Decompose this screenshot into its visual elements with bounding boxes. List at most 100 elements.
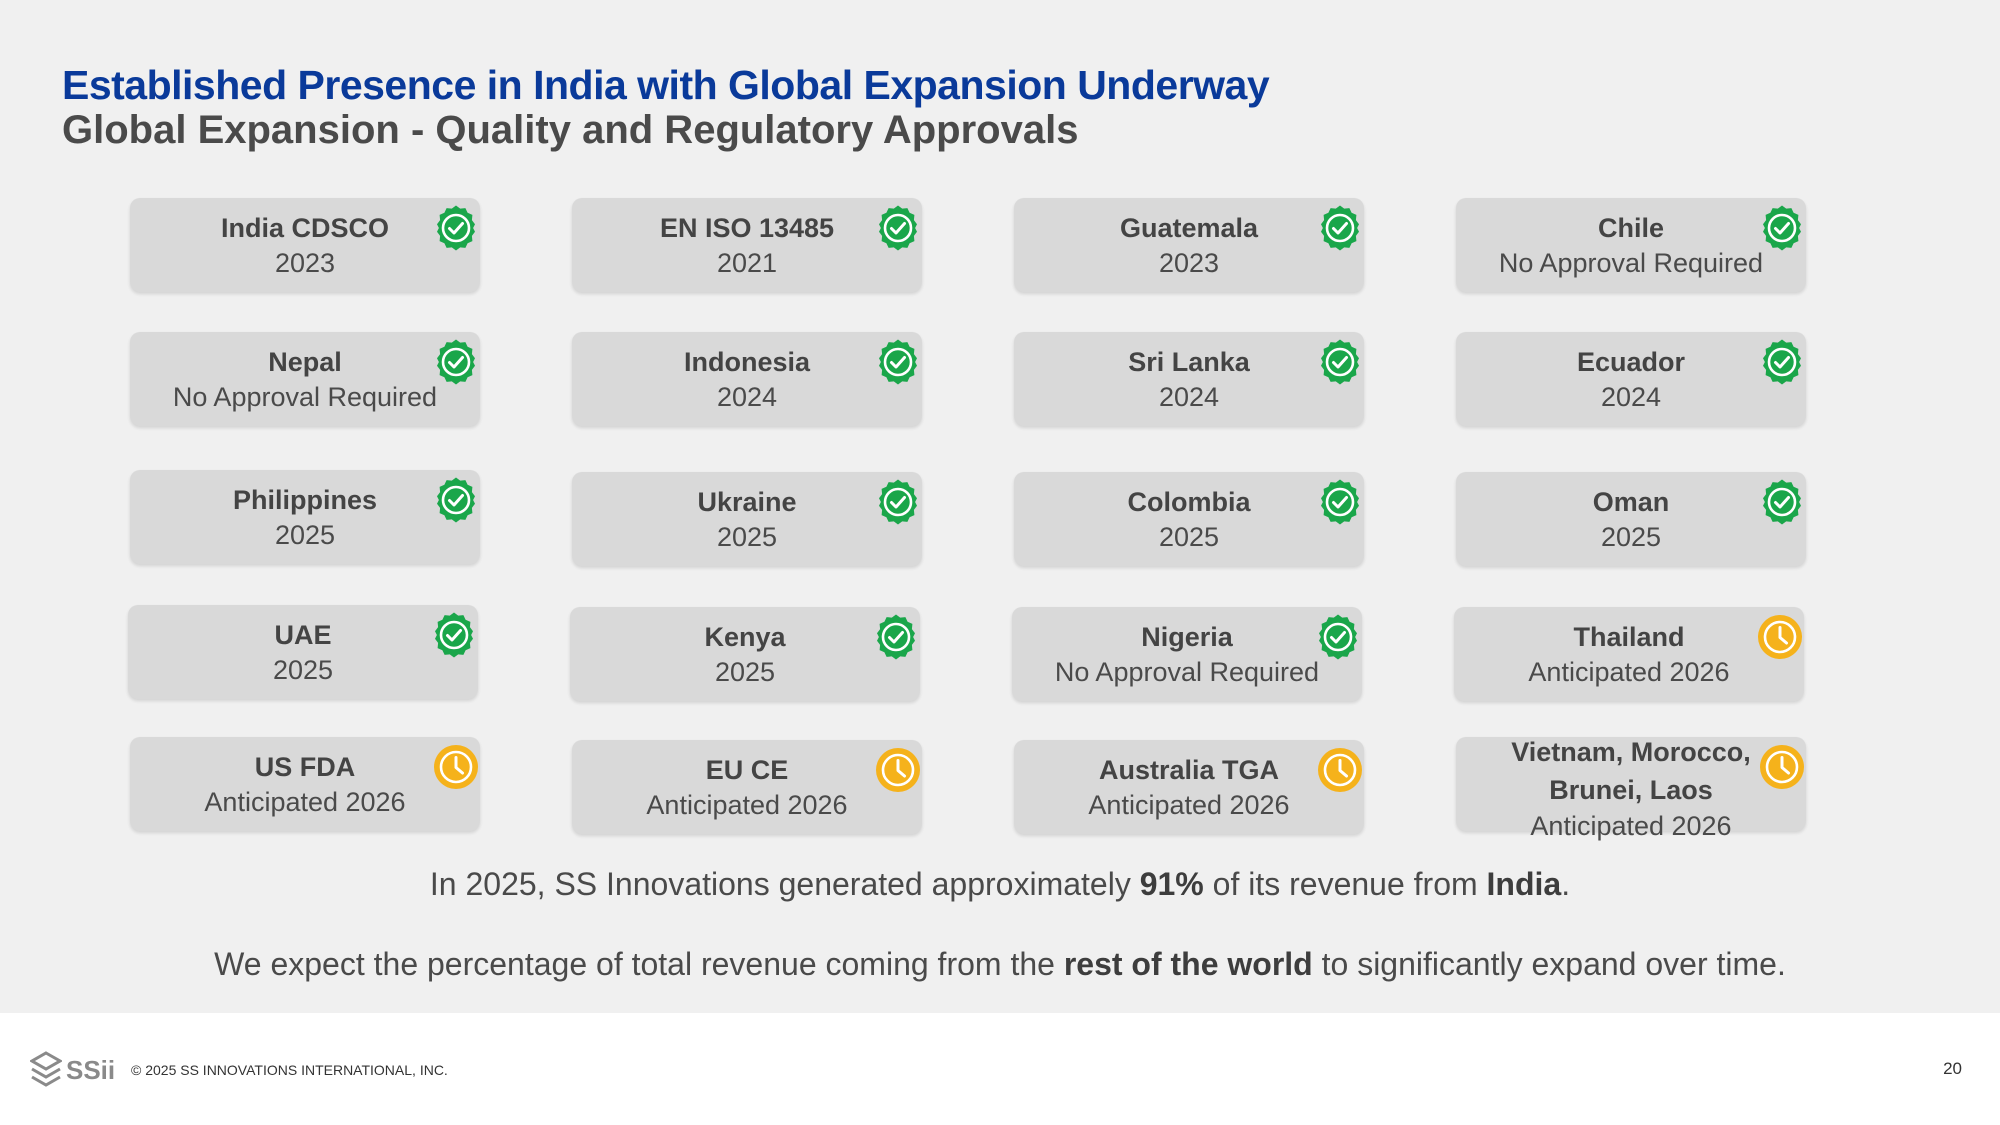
- approval-name: Vietnam, Morocco,: [1511, 737, 1751, 767]
- approval-card: Ecuador 2024: [1456, 332, 1806, 426]
- approval-card: Kenya 2025: [570, 607, 920, 701]
- approval-status: No Approval Required: [1054, 657, 1320, 687]
- approval-name: Nigeria: [1141, 622, 1233, 652]
- approval-name: US FDA: [254, 752, 356, 782]
- approval-card: Philippines 2025: [130, 470, 480, 564]
- approval-card: India CDSCO 2023: [130, 198, 480, 292]
- approval-name: Colombia: [1127, 487, 1251, 517]
- approval-name: Thailand: [1573, 622, 1685, 652]
- approval-name: Ukraine: [697, 487, 797, 517]
- approval-card: Sri Lanka 2024: [1014, 332, 1364, 426]
- outlook-text: to significantly expand over time.: [1312, 946, 1786, 982]
- ssii-logo-icon: [30, 1051, 62, 1087]
- page-subtitle: Global Expansion - Quality and Regulator…: [62, 108, 1079, 152]
- approved-check-icon: [1319, 204, 1361, 252]
- company-logo: SSii: [30, 1050, 115, 1090]
- logo-text: SSii: [66, 1054, 116, 1085]
- pending-clock-icon: [432, 743, 480, 791]
- approval-card: Vietnam, Morocco, Brunei, Laos Anticipat…: [1456, 737, 1806, 841]
- approval-name-continued: Brunei, Laos: [1549, 775, 1713, 805]
- summary-text: of its revenue from: [1203, 866, 1487, 902]
- copyright: © 2025 SS INNOVATIONS INTERNATIONAL, INC…: [131, 1062, 448, 1078]
- approval-card: Nigeria No Approval Required: [1012, 607, 1362, 701]
- approval-status: 2024: [716, 382, 778, 412]
- approval-card: Guatemala 2023: [1014, 198, 1364, 292]
- approvals-grid: India CDSCO 2023 EN ISO 13485 2021 Guatema…: [128, 198, 1806, 841]
- approved-check-icon: [1761, 478, 1803, 526]
- approval-card: EU CE Anticipated 2026: [572, 740, 922, 834]
- approval-name: Australia TGA: [1098, 755, 1280, 785]
- approval-status: Anticipated 2026: [1530, 811, 1732, 841]
- summary-text: In 2025, SS Innovations generated approx…: [429, 866, 1140, 902]
- approval-status: 2023: [1158, 248, 1220, 278]
- approval-status: Anticipated 2026: [646, 790, 848, 820]
- summary-text: .: [1561, 866, 1571, 902]
- pending-clock-icon: [1756, 613, 1804, 661]
- approval-status: 2025: [272, 655, 334, 685]
- approval-status: 2025: [1600, 522, 1662, 552]
- approved-check-icon: [877, 204, 919, 252]
- approval-name: Chile: [1597, 213, 1664, 243]
- summary-country: India: [1486, 866, 1562, 902]
- approved-check-icon: [1319, 338, 1361, 386]
- approved-check-icon: [435, 338, 477, 386]
- approval-name: Kenya: [704, 622, 786, 652]
- approved-check-icon: [1761, 338, 1803, 386]
- approval-card: Australia TGA Anticipated 2026: [1014, 740, 1364, 834]
- page-title: Established Presence in India with Globa…: [62, 62, 1270, 108]
- approval-status: 2025: [716, 522, 778, 552]
- approval-status: 2024: [1600, 382, 1662, 412]
- approval-card: UAE 2025: [128, 605, 478, 699]
- approval-card: Ukraine 2025: [572, 472, 922, 566]
- approval-card: Oman 2025: [1456, 472, 1806, 566]
- approval-name: EN ISO 13485: [659, 213, 835, 243]
- approval-status: 2024: [1158, 382, 1220, 412]
- pending-clock-icon: [1316, 746, 1364, 794]
- approval-card: Chile No Approval Required: [1456, 198, 1806, 292]
- approval-status: 2021: [716, 248, 778, 278]
- expansion-outlook: We expect the percentage of total revenu…: [0, 946, 2000, 983]
- approved-check-icon: [433, 611, 475, 659]
- approval-status: No Approval Required: [1498, 248, 1764, 278]
- approval-name: Ecuador: [1576, 347, 1686, 377]
- approved-check-icon: [877, 478, 919, 526]
- approval-name: Oman: [1592, 487, 1670, 517]
- approved-check-icon: [877, 338, 919, 386]
- approval-name: Guatemala: [1119, 213, 1259, 243]
- approval-card: Colombia 2025: [1014, 472, 1364, 566]
- approved-check-icon: [1761, 204, 1803, 252]
- approval-card: US FDA Anticipated 2026: [130, 737, 480, 831]
- outlook-highlight: rest of the world: [1063, 946, 1313, 982]
- footer-bar: [0, 1013, 2000, 1125]
- approved-check-icon: [435, 476, 477, 524]
- approval-name: Sri Lanka: [1128, 347, 1250, 377]
- approval-name: Indonesia: [683, 347, 811, 377]
- approval-name: India CDSCO: [220, 213, 389, 243]
- approval-status: Anticipated 2026: [204, 787, 406, 817]
- approved-check-icon: [435, 204, 477, 252]
- approved-check-icon: [1317, 613, 1359, 661]
- approved-check-icon: [875, 613, 917, 661]
- outlook-text: We expect the percentage of total revenu…: [214, 946, 1064, 982]
- pending-clock-icon: [1758, 743, 1806, 791]
- page-number: 20: [1943, 1059, 1962, 1078]
- approval-card: Nepal No Approval Required: [130, 332, 480, 426]
- approval-name: Nepal: [268, 347, 342, 377]
- approval-status: 2025: [714, 657, 776, 687]
- approval-card: EN ISO 13485 2021: [572, 198, 922, 292]
- approval-status: No Approval Required: [172, 382, 438, 412]
- approval-name: UAE: [274, 620, 332, 650]
- approved-check-icon: [1319, 478, 1361, 526]
- approval-status: 2025: [274, 520, 336, 550]
- approval-name: EU CE: [705, 755, 789, 785]
- approval-status: 2025: [1158, 522, 1220, 552]
- approval-status: Anticipated 2026: [1528, 657, 1730, 687]
- summary-percent: 91%: [1139, 866, 1204, 902]
- approval-status: Anticipated 2026: [1088, 790, 1290, 820]
- approval-card: Indonesia 2024: [572, 332, 922, 426]
- revenue-summary: In 2025, SS Innovations generated approx…: [0, 866, 2000, 903]
- pending-clock-icon: [874, 746, 922, 794]
- approval-status: 2023: [274, 248, 336, 278]
- approval-name: Philippines: [232, 485, 378, 515]
- approval-card: Thailand Anticipated 2026: [1454, 607, 1804, 701]
